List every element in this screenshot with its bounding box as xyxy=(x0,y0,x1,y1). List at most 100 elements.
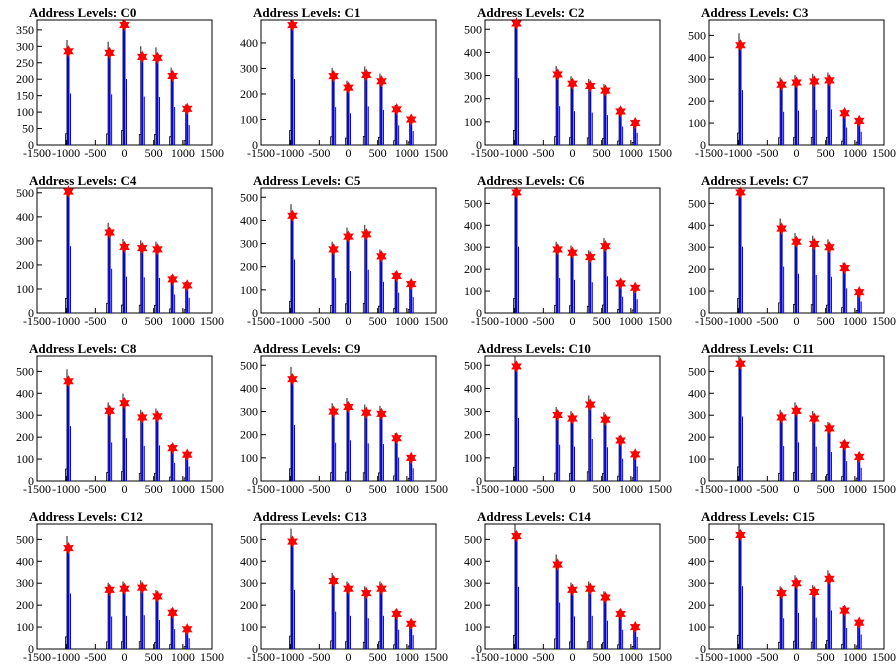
peak-marker xyxy=(376,582,387,595)
peak-spike xyxy=(289,20,295,145)
x-tick-label: 500 xyxy=(369,146,387,160)
axis-frame: 0 100 200 300 400 500 -1500 -1000 -500 0 500 1000 15… xyxy=(688,19,896,160)
peak-marker xyxy=(629,620,641,634)
y-tick-label: 300 xyxy=(464,405,482,419)
peak-marker xyxy=(405,277,417,291)
peak-marker xyxy=(824,74,835,87)
y-tick-label: 0 xyxy=(476,138,482,152)
y-tick-label: 400 xyxy=(464,45,482,59)
y-tick-label: 400 xyxy=(464,554,482,568)
axis-frame: 0 100 200 300 400 500 -1500 -1000 -500 0 500 1000 15… xyxy=(16,186,224,328)
spike-step xyxy=(65,298,67,313)
y-tick-label: 400 xyxy=(240,36,258,50)
spike-step xyxy=(841,643,844,649)
spike-step xyxy=(345,641,347,649)
peak-spike xyxy=(65,536,71,649)
spike-step xyxy=(554,472,557,481)
spike-step xyxy=(810,473,813,481)
peak-marker xyxy=(328,405,339,418)
peak-marker xyxy=(391,607,402,621)
spike-step xyxy=(513,130,515,145)
y-tick-label: 300 xyxy=(688,576,706,590)
spike-step xyxy=(810,304,813,313)
peak-marker xyxy=(405,113,417,126)
spike-step xyxy=(855,645,858,649)
y-tick-label: 400 xyxy=(464,381,482,395)
y-tick-label: 500 xyxy=(688,532,706,546)
x-tick-label: 0 xyxy=(794,482,800,496)
spike-step xyxy=(737,634,739,649)
x-tick-label: 1000 xyxy=(395,146,419,160)
peak-spike xyxy=(569,76,575,145)
y-tick-label: 200 xyxy=(240,260,258,274)
peak-spike xyxy=(65,188,71,313)
x-tick-label: 500 xyxy=(369,650,387,664)
peak-marker xyxy=(584,79,596,93)
peak-spike xyxy=(810,585,817,649)
peak-spike xyxy=(362,66,369,145)
spike-step xyxy=(330,472,333,481)
x-tick-label: -500 xyxy=(756,482,778,496)
x-tick-label: 1000 xyxy=(619,146,643,160)
spike-step xyxy=(569,305,571,313)
spike-step xyxy=(169,476,172,481)
peak-marker xyxy=(615,607,626,621)
peak-marker xyxy=(567,246,578,259)
spike-step xyxy=(793,137,795,145)
peak-marker xyxy=(567,583,578,596)
y-tick-label: 300 xyxy=(16,234,34,248)
x-tick-label: 1000 xyxy=(395,314,419,328)
peak-marker xyxy=(853,450,865,464)
peak-spike xyxy=(330,67,337,145)
x-tick-label: -1500 xyxy=(471,314,499,328)
spike-step xyxy=(826,474,828,481)
peak-spike xyxy=(793,233,799,313)
spike-step xyxy=(407,645,410,649)
peak-marker xyxy=(808,75,820,88)
subplot-c10: Address Levels: C10 0 100 200 300 400 500 -1500… xyxy=(464,341,672,496)
y-tick-label: 100 xyxy=(16,105,34,119)
x-tick-label: -1500 xyxy=(247,146,275,160)
peak-marker xyxy=(791,577,802,590)
spike-step xyxy=(362,303,365,313)
y-tick-label: 400 xyxy=(464,218,482,232)
peak-marker xyxy=(136,241,148,255)
peak-marker xyxy=(839,107,850,120)
peak-marker xyxy=(287,372,298,386)
peak-marker xyxy=(791,404,802,417)
x-tick-label: 500 xyxy=(369,314,387,328)
spike-step xyxy=(602,642,604,649)
y-tick-label: 100 xyxy=(464,620,482,634)
subplot-title: Address Levels: C10 xyxy=(477,341,591,356)
spike-step xyxy=(106,133,109,145)
peak-marker xyxy=(839,438,850,451)
peak-spike xyxy=(586,581,593,649)
peak-marker xyxy=(63,541,74,555)
x-tick-label: 0 xyxy=(794,650,800,664)
peak-marker xyxy=(824,572,835,585)
peak-marker xyxy=(552,243,563,256)
spike-step xyxy=(810,136,813,145)
x-tick-label: -1500 xyxy=(695,482,723,496)
x-tick-label: -500 xyxy=(84,314,106,328)
peak-spike xyxy=(345,80,351,145)
x-tick-label: -1500 xyxy=(23,482,51,496)
peak-spike xyxy=(378,581,384,649)
y-tick-label: 400 xyxy=(688,50,706,64)
subplot-title: Address Levels: C4 xyxy=(29,173,137,188)
spike-step xyxy=(345,137,347,145)
x-tick-label: 0 xyxy=(122,146,128,160)
peak-spike xyxy=(569,411,575,481)
x-tick-label: -500 xyxy=(532,482,554,496)
peak-spike xyxy=(330,403,337,481)
y-tick-label: 400 xyxy=(16,386,34,400)
peak-spike xyxy=(793,575,799,649)
spike-step xyxy=(826,304,828,313)
y-tick-label: 200 xyxy=(16,598,34,612)
peak-spike xyxy=(826,72,832,145)
axis-frame: 0 100 200 300 400 500 -1500 -1000 -500 0 500 1000 15… xyxy=(688,355,896,496)
spike-step xyxy=(513,298,515,313)
peak-marker xyxy=(360,586,372,600)
peak-spike xyxy=(138,580,145,649)
spike-step xyxy=(602,473,604,481)
